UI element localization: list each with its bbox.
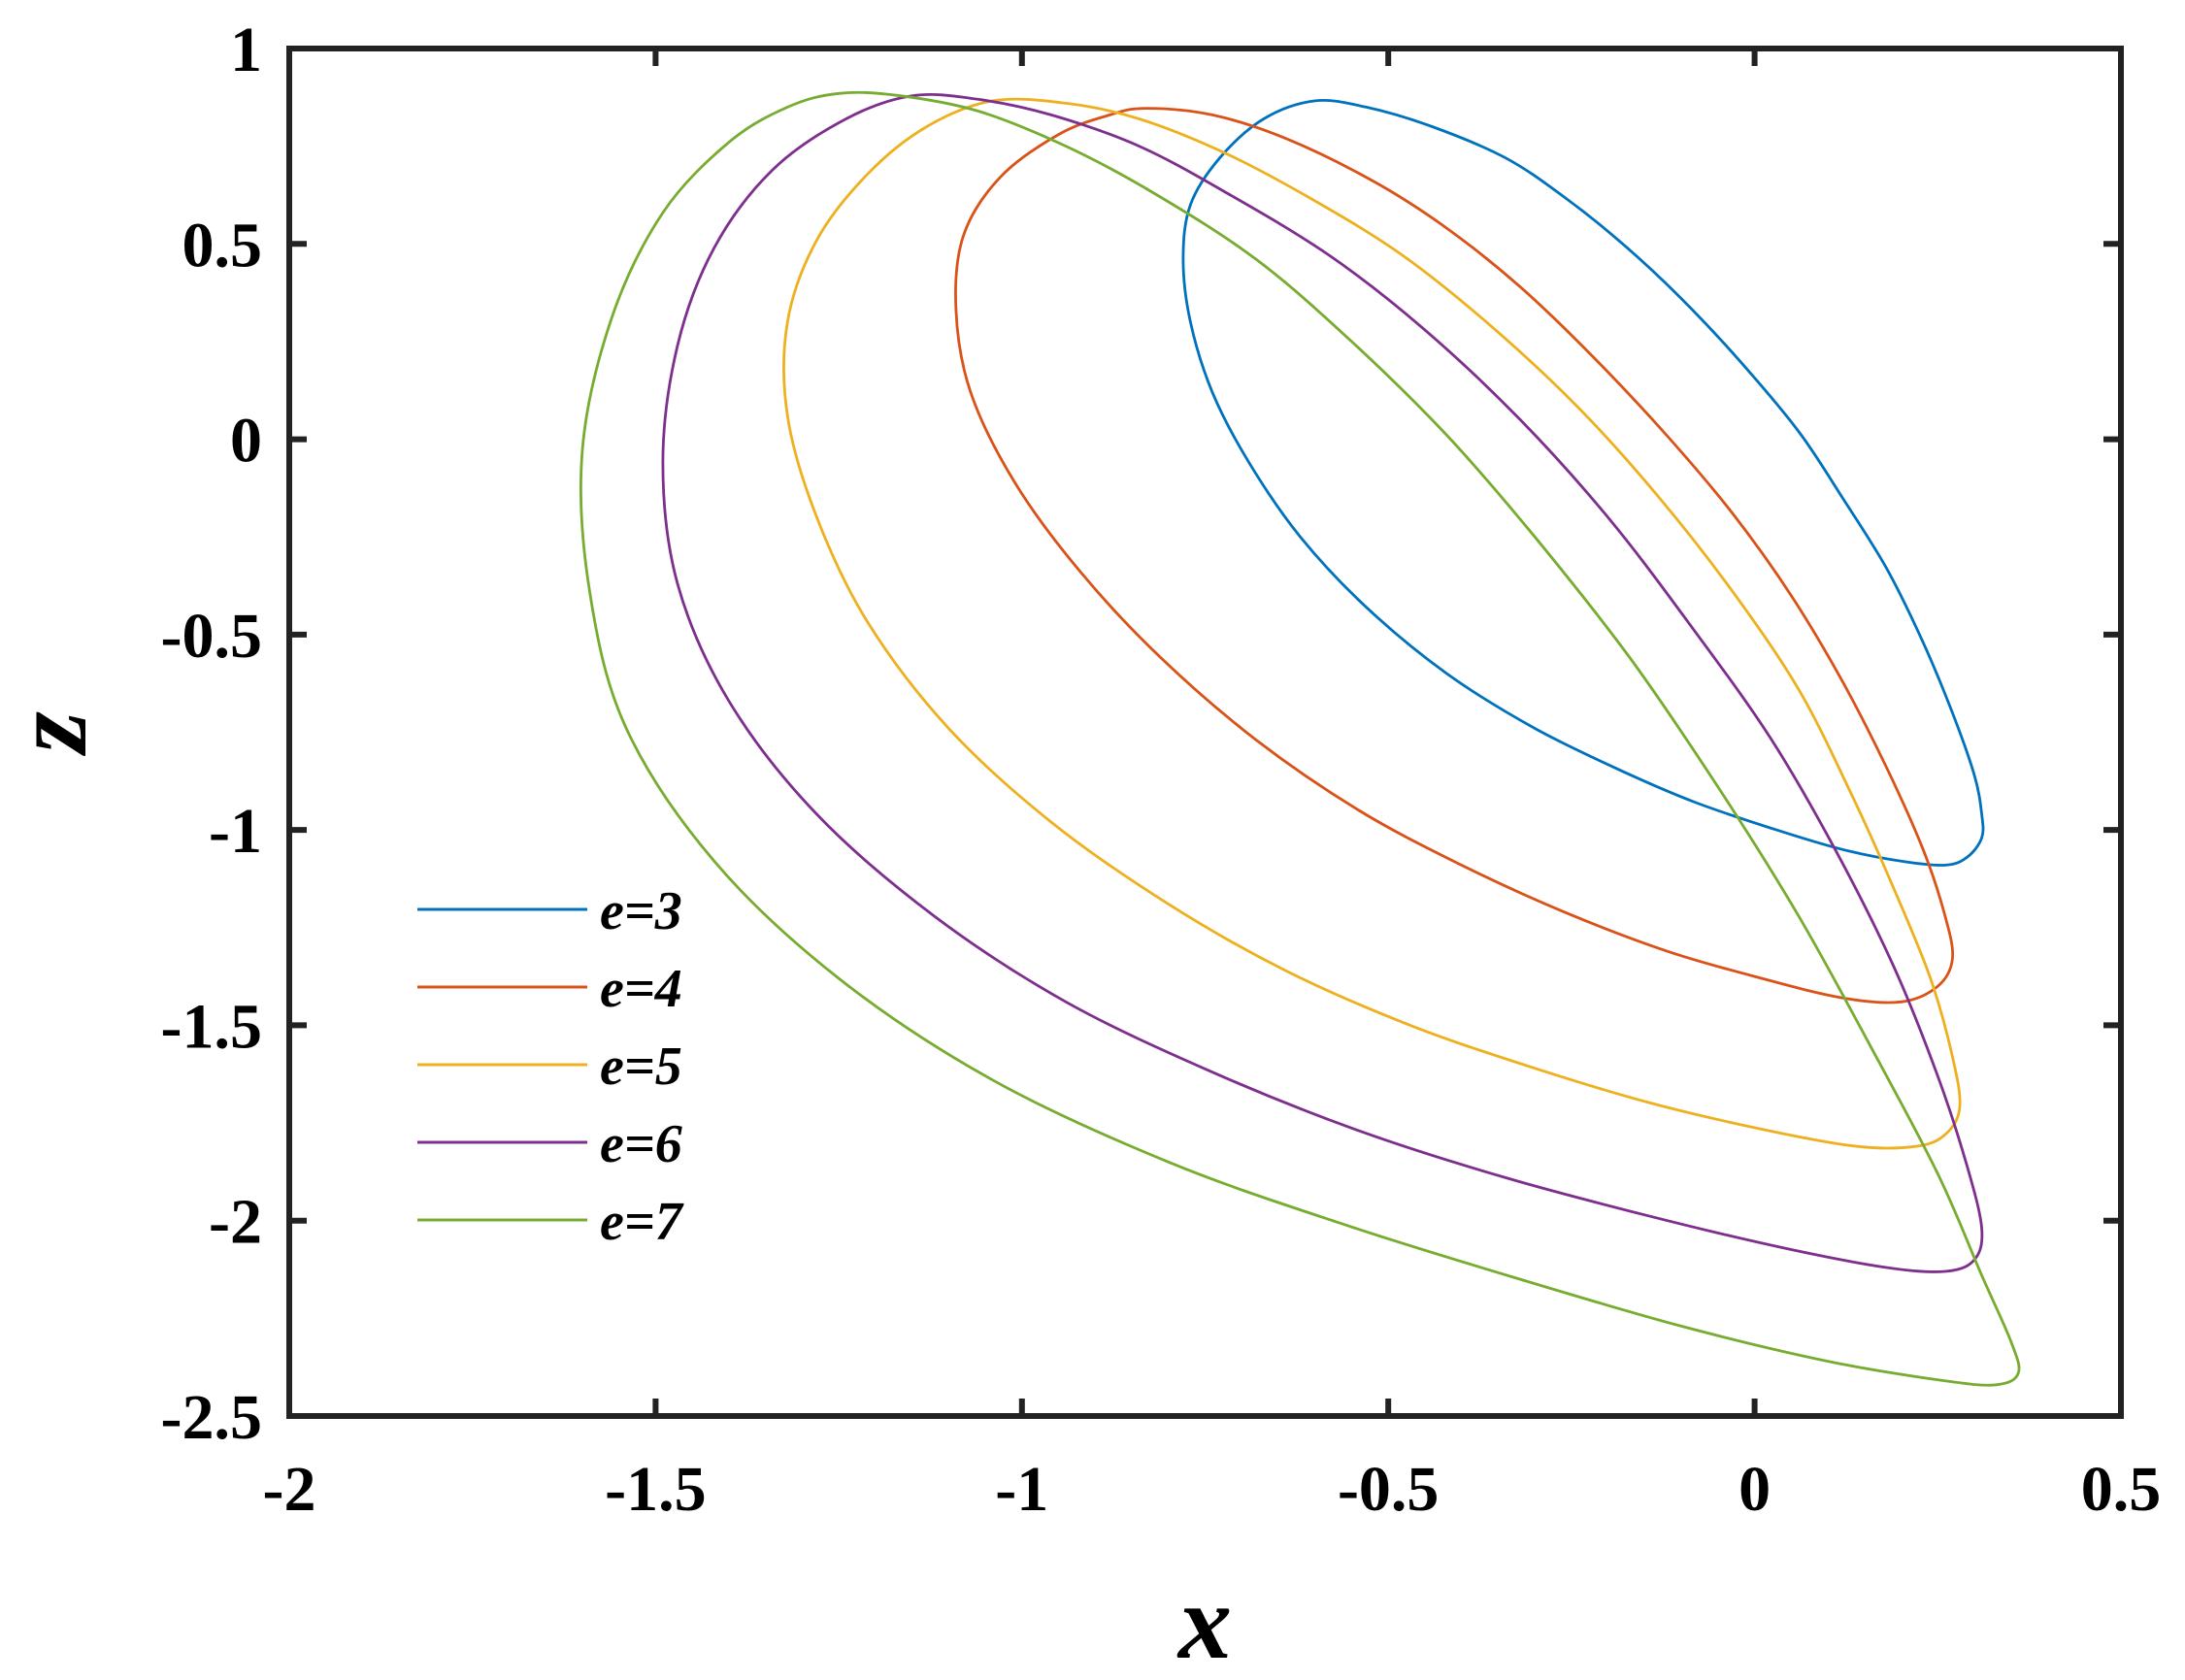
series-line-e=5 <box>782 97 1962 1150</box>
plot-frame <box>286 46 2124 1419</box>
x-tick-label: -2 <box>263 1454 316 1525</box>
x-axis-title: x <box>1176 1563 1232 1680</box>
series-line-e=6 <box>661 93 1984 1273</box>
legend-label-e=3: e=3 <box>600 881 682 941</box>
x-tick-label: -0.5 <box>1338 1454 1439 1525</box>
y-tick-label: -1 <box>209 796 262 867</box>
x-tick-label: 0 <box>1738 1454 1771 1525</box>
x-tick-label: -1 <box>995 1454 1048 1525</box>
y-tick-label: -2.5 <box>161 1382 262 1453</box>
y-tick-label: 0 <box>230 406 262 477</box>
series-line-e=3 <box>1181 99 1985 867</box>
series-line-e=4 <box>954 107 1955 1005</box>
y-tick-label: -2 <box>209 1187 262 1258</box>
curves-layer <box>579 90 2021 1387</box>
y-tick-label: 1 <box>230 15 262 85</box>
series-line-e=7 <box>579 90 2021 1387</box>
x-tick-label: 0.5 <box>2081 1454 2162 1525</box>
legend: e=3 e=4 e=5 e=6 e=7 <box>417 881 684 1252</box>
y-axis-title: z <box>0 711 109 757</box>
legend-label-e=6: e=6 <box>600 1114 682 1174</box>
tick-labels-layer: -2 -1.5 -1 -0.5 0 0.510.50-0.5-1-1.5-2-2.5 <box>161 15 2162 1525</box>
ticks-layer <box>286 46 2124 1419</box>
legend-label-e=7: e=7 <box>600 1192 684 1252</box>
y-tick-label: 0.5 <box>182 210 263 280</box>
y-tick-label: -0.5 <box>161 601 262 672</box>
y-tick-label: -1.5 <box>161 991 262 1062</box>
x-tick-label: -1.5 <box>605 1454 706 1525</box>
legend-label-e=5: e=5 <box>600 1037 682 1097</box>
legend-label-e=4: e=4 <box>600 959 682 1019</box>
